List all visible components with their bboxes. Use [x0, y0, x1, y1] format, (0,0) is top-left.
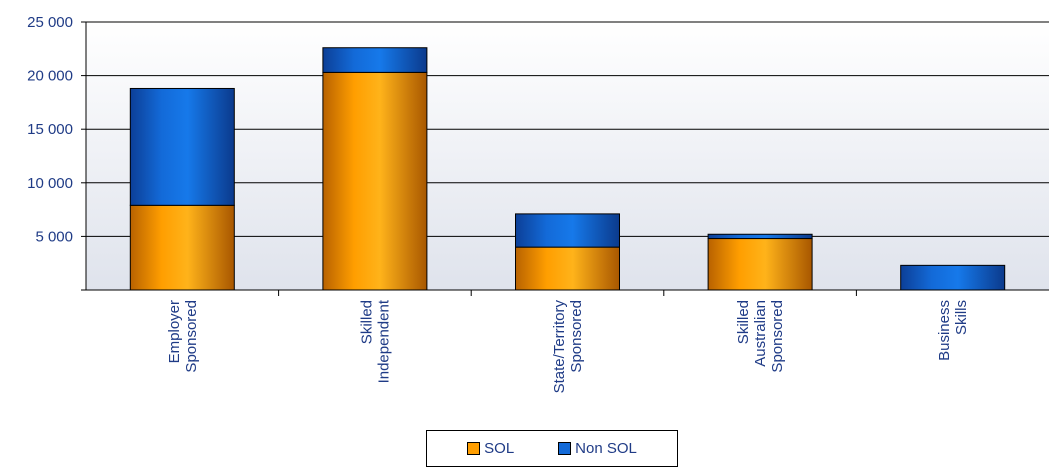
x-tick-label: Skilled: [358, 300, 375, 344]
y-tick-label: 5 000: [35, 228, 73, 245]
x-tick-label: Business: [936, 300, 953, 361]
bar-segment-sol: [322, 71, 428, 291]
grid-lines: [86, 21, 1049, 237]
y-tick-label: 25 000: [27, 14, 73, 31]
bar-segment-non-sol: [900, 264, 1006, 291]
bar-segment-sol: [129, 204, 235, 291]
legend-swatch-non-sol: [558, 442, 572, 455]
legend-swatch-sol: [467, 442, 481, 455]
bar-segment-non-sol: [129, 87, 235, 206]
x-tick-label: State/Territory: [551, 300, 568, 394]
x-tick-label: Sponsored: [769, 300, 786, 373]
legend-label-non-sol: Non SOL: [575, 440, 637, 457]
y-tick-label: 10 000: [27, 175, 73, 192]
bar-segment-sol: [515, 246, 620, 291]
x-tick-label: Skilled: [735, 300, 752, 344]
x-tick-label: Sponsored: [183, 300, 200, 373]
x-tick-label-group: Skilled Australian Sponsored: [735, 300, 786, 373]
legend-item-non-sol: Non SOL: [558, 440, 637, 457]
x-tick-label: Sponsored: [568, 300, 585, 373]
x-tick-label: Employer: [166, 300, 183, 363]
legend: SOL Non SOL: [426, 430, 678, 467]
x-tick-label: Independent: [375, 299, 392, 383]
bar-segment-non-sol: [322, 47, 428, 73]
x-tick-label: Australian: [752, 300, 769, 367]
y-tick-label: 15 000: [27, 121, 73, 138]
bar-segment-non-sol: [515, 213, 620, 248]
bar-segment-non-sol: [707, 233, 813, 240]
x-tick-label-group: Employer Sponsored: [166, 300, 200, 373]
bars: [129, 47, 1006, 291]
x-tick-label-group: Skilled Independent: [358, 299, 392, 383]
legend-label-sol: SOL: [484, 440, 515, 457]
x-tick-label: Skills: [953, 300, 970, 335]
x-tick-label-group: State/Territory Sponsored: [551, 300, 585, 394]
x-tick-label-group: Business Skills: [936, 300, 970, 361]
bar-segment-sol: [707, 238, 813, 291]
legend-item-sol: SOL: [467, 440, 514, 457]
y-tick-label: 20 000: [27, 68, 73, 85]
